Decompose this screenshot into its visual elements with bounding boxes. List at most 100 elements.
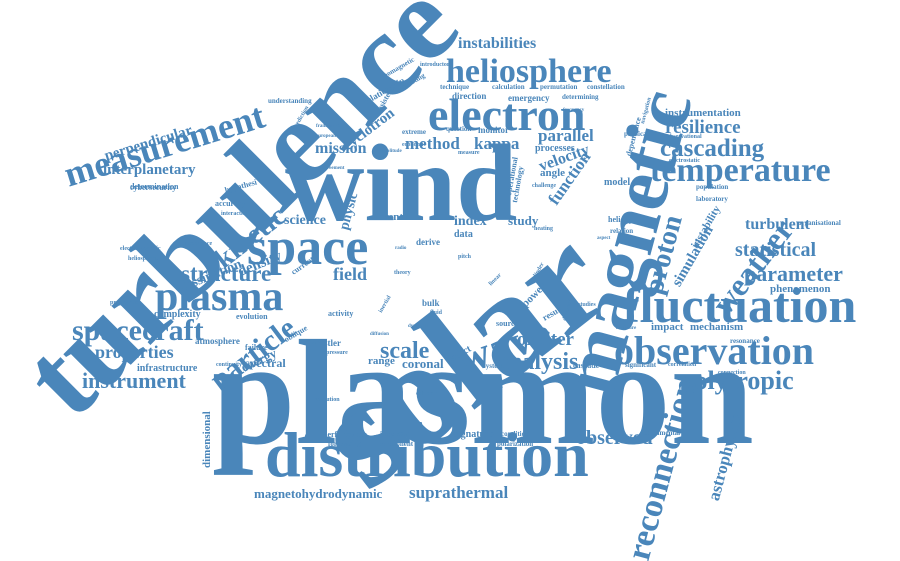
- word-observed: observed: [576, 427, 653, 449]
- word-instrumentation: instrumentation: [665, 107, 741, 119]
- word-structure: structure: [181, 261, 272, 286]
- word-measure: measure: [458, 150, 480, 156]
- word-wind: wind: [285, 122, 518, 244]
- word-failure: failure: [245, 343, 268, 352]
- word-calculation: calculation: [492, 83, 525, 91]
- word-resonance: resonance: [730, 337, 760, 345]
- word-extreme: extreme: [402, 128, 426, 136]
- word-heliospheric: heliospheric: [128, 256, 159, 262]
- word-theory: theory: [394, 270, 411, 276]
- word-electrostatic: electrostatic: [669, 158, 700, 164]
- word-infrastructure: infrastructure: [137, 363, 198, 374]
- word-monitor: monitor: [478, 125, 509, 135]
- word-mechanism: mechanism: [690, 321, 744, 333]
- word-suprathermal: suprathermal: [409, 483, 509, 502]
- word-turbulent: turbulent: [745, 216, 810, 233]
- word-complexity: complexity: [154, 309, 201, 320]
- word-aspect: aspect: [597, 236, 611, 241]
- word-magnetohydrodynamic: magnetohydrodynamic: [254, 486, 383, 501]
- word-propagation: propagation: [110, 300, 142, 306]
- word-understanding: understanding: [268, 97, 312, 105]
- word-organisational: organisational: [798, 219, 841, 227]
- word-temperature: temperature: [650, 152, 831, 189]
- word-accuracy: accuracy: [215, 199, 246, 208]
- word-literature: literature: [616, 326, 637, 331]
- word-derive: derive: [416, 237, 440, 247]
- word-helicity: helicity: [608, 215, 633, 224]
- word-population: population: [696, 183, 729, 191]
- word-spacecraft: spacecraft: [72, 314, 204, 347]
- word-introductory: introductory: [420, 62, 453, 68]
- word-dimensional: dimensional: [201, 411, 213, 468]
- word-performance: performance: [323, 430, 367, 439]
- word-pressure: pressure: [326, 350, 348, 356]
- word-determination: determination: [130, 182, 179, 191]
- word-properties: properties: [95, 342, 174, 362]
- word-space: space: [247, 219, 369, 276]
- word-cybersecurity: cybersecurity: [130, 183, 177, 192]
- word-pitch: pitch: [458, 254, 472, 260]
- word-electromagnetic: electromagnetic: [120, 246, 161, 252]
- word-emergency: emergency: [508, 93, 550, 103]
- word-studies: studies: [578, 302, 596, 308]
- word-bulk: bulk: [422, 298, 440, 308]
- word-frequency: frequency: [563, 108, 585, 113]
- word-science: science: [284, 213, 326, 228]
- word-continuity: continuity: [216, 362, 243, 368]
- word-event: event: [378, 211, 404, 223]
- word-direction: direction: [452, 91, 487, 101]
- word-field: field: [333, 264, 367, 284]
- word-correlation: correlation: [668, 362, 697, 368]
- word-question: question: [446, 125, 472, 133]
- word-agreement: agreement: [322, 166, 345, 171]
- word-fluid: fluid: [430, 310, 443, 316]
- word-economic: economic: [402, 142, 426, 148]
- word-technique: technique: [440, 83, 470, 91]
- word-whistler: whistler: [310, 338, 341, 348]
- word-heliosphere: heliosphere: [446, 53, 612, 90]
- word-statistical: statistical: [735, 239, 817, 261]
- word-processes: processes: [535, 143, 575, 154]
- word-observational: observational: [667, 134, 702, 140]
- word-index: index: [454, 214, 487, 229]
- word-system: system: [483, 362, 504, 370]
- word-source: source: [496, 319, 519, 328]
- word-range: range: [368, 355, 395, 367]
- word-diffusion: diffusion: [370, 332, 389, 337]
- word-interplanetary: interplanetary: [103, 162, 196, 178]
- word-plasma: plasma: [155, 274, 284, 320]
- word-amplitude: amplitude: [380, 149, 402, 154]
- word-evolution: evolution: [236, 312, 268, 321]
- word-kappa: kappa: [474, 134, 520, 153]
- word-european: european: [316, 134, 336, 139]
- word-parameter: parameter: [744, 261, 843, 286]
- word-atmosphere: atmosphere: [195, 336, 240, 346]
- word-coronal: coronal: [402, 356, 444, 371]
- word-observation: observation: [614, 328, 814, 373]
- word-resolution: resolution: [314, 397, 340, 403]
- word-important: important: [380, 430, 411, 438]
- word-cascading: cascading: [660, 135, 765, 162]
- word-cascade: cascade: [573, 361, 600, 370]
- word-dynamics: dynamics: [408, 324, 429, 329]
- word-study: study: [508, 213, 539, 228]
- word-constellation: constellation: [587, 83, 625, 91]
- word-challenge: challenge: [532, 183, 556, 189]
- word-instrument: instrument: [82, 368, 186, 393]
- word-occurrence: occurrence: [184, 241, 213, 247]
- word-component: component: [380, 440, 414, 448]
- word-method: method: [405, 134, 460, 153]
- word-electron: electron: [428, 89, 586, 140]
- word-activity: activity: [328, 309, 354, 318]
- word-instabilities: instabilities: [458, 35, 537, 52]
- word-analysis: analysis: [497, 349, 579, 375]
- word-connection: connection: [718, 370, 746, 376]
- word-impact: impact: [651, 321, 684, 333]
- word-fundamental: fundamental: [642, 429, 681, 437]
- word-relation: relation: [610, 227, 634, 235]
- word-polarization: polarization: [497, 440, 534, 448]
- word-framework: framework: [316, 124, 340, 129]
- word-angle: angle: [540, 167, 566, 179]
- word-condition: condition: [501, 430, 530, 438]
